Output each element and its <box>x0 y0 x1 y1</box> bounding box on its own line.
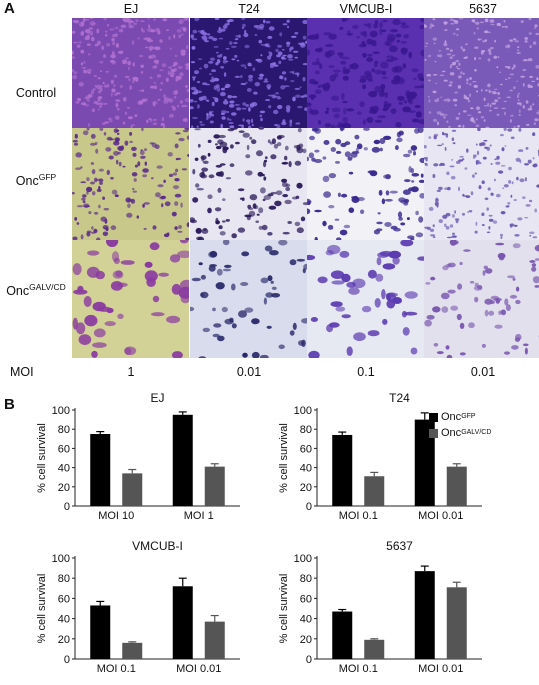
chart-title: VMCUB-I <box>132 539 183 553</box>
y-axis-label: % cell survival <box>278 574 290 644</box>
column-header-ej: EJ <box>123 2 139 16</box>
micrograph-control-ej <box>72 18 189 128</box>
y-tick-label: 20 <box>300 634 312 646</box>
column-header-vmcub-i: VMCUB-I <box>339 2 393 16</box>
y-tick-label: 0 <box>64 501 70 513</box>
moi-row-label: MOI <box>10 365 34 379</box>
y-tick-label: 0 <box>306 501 312 513</box>
y-tick-label: 80 <box>300 573 312 585</box>
y-tick-label: 60 <box>58 593 70 605</box>
micrograph-control-t24 <box>190 18 307 128</box>
column-header-t24: T24 <box>238 2 260 16</box>
y-tick-label: 100 <box>294 405 312 417</box>
bar-oncgfp-moi-10 <box>90 434 111 506</box>
x-category-label: MOI 0.1 <box>97 663 136 675</box>
panel-a-label: A <box>4 0 15 17</box>
moi-value-vmcub-i: 0.1 <box>357 365 375 379</box>
micrograph-onc-galv-cd-ej <box>72 240 189 358</box>
panel-b-label: B <box>4 396 15 413</box>
y-tick-label: 60 <box>300 593 312 605</box>
y-tick-label: 100 <box>294 553 312 565</box>
y-tick-label: 0 <box>64 654 70 666</box>
micrograph-onc-gfp-vmcub-i <box>307 128 424 240</box>
x-category-label: MOI 0.1 <box>339 663 378 675</box>
bar-oncgfp-moi-1 <box>172 414 193 506</box>
y-tick-label: 20 <box>58 482 70 494</box>
x-category-label: MOI 0.01 <box>418 510 463 522</box>
micrograph-control-vmcub-i <box>307 18 424 128</box>
row-label-onc-galv-cd: OncGALV/CD <box>6 282 66 299</box>
y-tick-label: 80 <box>300 424 312 436</box>
y-tick-label: 80 <box>58 424 70 436</box>
micrograph-onc-galv-cd-vmcub-i <box>307 240 424 358</box>
chart-title: T24 <box>389 391 410 405</box>
y-tick-label: 60 <box>58 443 70 455</box>
bar-chart-vmcub-i: VMCUB-I % cell survival 0 20 40 60 80 100 MOI 0.… <box>36 539 240 675</box>
bar-oncgfp-moi-0-1 <box>332 611 353 659</box>
chart-legend: Onc GFP Onc GALV/CD <box>429 410 491 440</box>
y-tick-label: 40 <box>58 614 70 626</box>
bar-oncgalv-cd-moi-0-1 <box>364 639 385 659</box>
micrograph-onc-galv-cd-t24 <box>190 240 307 358</box>
bar-oncgfp-moi-0-01 <box>172 586 193 659</box>
y-axis-label: % cell survival <box>36 574 48 644</box>
y-tick-label: 40 <box>58 463 70 475</box>
bar-oncgalv-cd-moi-1 <box>204 466 225 506</box>
y-tick-label: 20 <box>300 482 312 494</box>
micrograph-control-5637 <box>424 18 539 128</box>
x-category-label: MOI 0.01 <box>176 663 221 675</box>
bar-oncgalv-cd-moi-0-01 <box>446 587 467 659</box>
bar-chart-ej: EJ % cell survival 0 20 40 60 80 100 MOI 10 MOI 1 <box>36 391 240 522</box>
y-tick-label: 100 <box>52 553 70 565</box>
y-tick-label: 40 <box>300 463 312 475</box>
x-category-label: MOI 0.01 <box>418 663 463 675</box>
legend-item-onc-galv-cd: Onc GALV/CD <box>429 426 491 440</box>
moi-value-ej: 1 <box>127 365 135 379</box>
micrograph-onc-galv-cd-5637 <box>424 240 539 358</box>
micrograph-onc-gfp-5637 <box>424 128 539 240</box>
bar-oncgfp-moi-0-01 <box>414 419 435 506</box>
row-label-onc-gfp: OncGFP <box>15 172 57 189</box>
y-axis-label: % cell survival <box>36 423 48 493</box>
y-tick-label: 20 <box>58 634 70 646</box>
row-label-control: Control <box>15 86 57 101</box>
moi-value-5637: 0.01 <box>470 365 496 379</box>
micrograph-onc-gfp-ej <box>72 128 189 240</box>
x-category-label: MOI 0.1 <box>339 510 378 522</box>
y-axis-label: % cell survival <box>278 423 290 493</box>
y-tick-label: 100 <box>52 405 70 417</box>
bar-oncgfp-moi-0-1 <box>332 434 353 506</box>
chart-title: EJ <box>150 391 164 405</box>
legend-swatch-onc-galv-cd <box>429 428 438 438</box>
bar-chart-5637: 5637 % cell survival 0 20 40 60 80 100 MOI 0.1 MO… <box>278 539 482 675</box>
micrograph-onc-gfp-t24 <box>190 128 307 240</box>
legend-swatch-onc-gfp <box>429 412 438 422</box>
bar-oncgalv-cd-moi-10 <box>122 473 143 506</box>
x-category-label: MOI 1 <box>184 510 214 522</box>
y-tick-label: 60 <box>300 443 312 455</box>
y-tick-label: 0 <box>306 654 312 666</box>
legend-item-onc-gfp: Onc GFP <box>429 410 491 424</box>
bar-chart-t24: T24 % cell survival 0 20 40 60 80 100 MOI 0.1 MOI… <box>278 391 482 522</box>
chart-title: 5637 <box>386 539 413 553</box>
y-tick-label: 80 <box>58 573 70 585</box>
bar-oncgfp-moi-0-01 <box>414 571 435 659</box>
x-category-label: MOI 10 <box>98 510 134 522</box>
bar-oncgfp-moi-0-1 <box>90 605 111 659</box>
bar-oncgalv-cd-moi-0-1 <box>364 476 385 506</box>
bar-oncgalv-cd-moi-0-01 <box>204 621 225 659</box>
column-header-5637: 5637 <box>469 2 497 16</box>
moi-value-t24: 0.01 <box>236 365 262 379</box>
bar-oncgalv-cd-moi-0-1 <box>122 642 143 659</box>
bar-oncgalv-cd-moi-0-01 <box>446 466 467 506</box>
y-tick-label: 40 <box>300 614 312 626</box>
